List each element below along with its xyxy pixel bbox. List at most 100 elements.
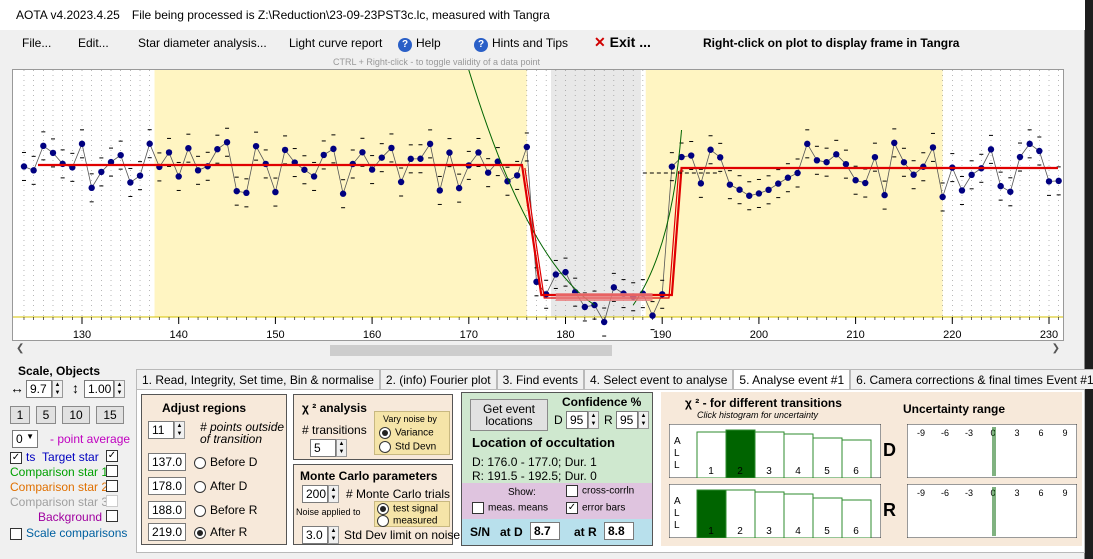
file-title: File being processed is Z:\Reduction\23-…: [131, 8, 550, 22]
histogram-bar: [754, 491, 785, 538]
menu-exit[interactable]: ✕ Exit ...: [594, 34, 651, 51]
after-r-input[interactable]: 219.0: [148, 523, 186, 541]
data-point: [600, 318, 608, 326]
points-outside-input[interactable]: 11: [148, 421, 174, 439]
comp3-checkbox[interactable]: [106, 495, 118, 507]
preset-5-button[interactable]: 5: [36, 406, 56, 424]
trials-spinner[interactable]: ▲ ▼: [328, 485, 339, 503]
sd-limit-spinner[interactable]: ▲ ▼: [328, 526, 339, 544]
data-point: [581, 303, 589, 311]
comp2-checkbox[interactable]: [106, 480, 118, 492]
comp1-label: Comparison star 1: [10, 465, 109, 479]
data-point: [939, 193, 946, 201]
before-r-input[interactable]: 188.0: [148, 501, 186, 519]
sn-label: S/N: [470, 525, 491, 539]
after-d-radio[interactable]: After D: [194, 479, 247, 493]
conf-r-input[interactable]: 95: [616, 411, 638, 429]
test-signal-radio[interactable]: test signal: [377, 503, 438, 515]
tab-read[interactable]: 1. Read, Integrity, Set time, Bin & norm…: [136, 369, 380, 389]
tab-camera-corrections[interactable]: 6. Camera corrections & final times Even…: [850, 369, 1093, 389]
uncertainty-tick-label: -3: [965, 488, 973, 498]
comp1-checkbox[interactable]: [106, 465, 118, 477]
sn-group: S/N at D 8.7 at R 8.8: [462, 519, 652, 545]
transitions-spinner[interactable]: ▲ ▼: [336, 439, 347, 457]
horizontal-scale-input[interactable]: 9.7: [26, 380, 52, 398]
data-point: [475, 149, 482, 156]
points-outside-spinner[interactable]: ▲ ▼: [174, 421, 185, 439]
measured-radio[interactable]: measured: [377, 515, 437, 527]
scroll-thumb[interactable]: [330, 345, 612, 356]
error-bars-checkbox[interactable]: ✓: [566, 502, 578, 514]
stddev-radio[interactable]: Std Devn: [379, 441, 436, 453]
trials-input[interactable]: 200: [302, 485, 328, 503]
menu-light-curve-report[interactable]: Light curve report: [289, 36, 383, 50]
preset-10-button[interactable]: 10: [62, 406, 90, 424]
preset-1-button[interactable]: 1: [10, 406, 30, 424]
event-region: [550, 70, 641, 317]
before-r-radio[interactable]: Before R: [194, 503, 257, 517]
cross-corr-toggle[interactable]: cross-corrln: [566, 485, 634, 497]
conf-d-input[interactable]: 95: [566, 411, 588, 429]
ts-checkbox[interactable]: ✓: [10, 451, 22, 464]
scroll-right-icon[interactable]: ❯: [1051, 343, 1060, 354]
x-tick-label: 190: [653, 329, 671, 341]
meas-means-toggle[interactable]: meas. means: [472, 502, 548, 514]
preset-15-button[interactable]: 15: [96, 406, 124, 424]
menu-file[interactable]: File...: [22, 36, 52, 50]
menu-help[interactable]: ? Help: [398, 36, 441, 52]
tab-fourier[interactable]: 2. (info) Fourier plot: [379, 369, 497, 389]
data-point: [871, 153, 879, 161]
scale-comparisons-checkbox[interactable]: [10, 527, 22, 540]
menu-edit[interactable]: Edit...: [78, 36, 109, 50]
x-tick-label: 200: [750, 329, 768, 341]
vertical-scale-icon: ↕: [72, 380, 79, 396]
tab-analyse-event[interactable]: 5. Analyse event #1: [733, 369, 851, 389]
transitions-input[interactable]: 5: [310, 439, 336, 457]
plot-scrollbar[interactable]: ❮ ❯: [12, 343, 1064, 357]
test-signal-radio-dot: [377, 503, 389, 515]
data-point: [1007, 188, 1014, 195]
histogram-bin-label: 6: [853, 466, 859, 477]
error-bars-toggle[interactable]: ✓ error bars: [566, 502, 625, 514]
scroll-left-icon[interactable]: ❮: [16, 343, 25, 354]
uncertainty-tick-label: -9: [917, 488, 925, 498]
cross-corr-checkbox[interactable]: [566, 485, 578, 497]
show-label: Show:: [508, 487, 536, 498]
data-point: [30, 167, 37, 174]
conf-d-label: D: [554, 413, 563, 427]
after-d-input[interactable]: 178.0: [148, 477, 186, 495]
sd-limit-input[interactable]: 3.0: [302, 526, 328, 544]
tab-find-events[interactable]: 3. Find events: [496, 369, 584, 389]
conf-r-spinner[interactable]: ▲ ▼: [638, 411, 649, 429]
menu-hints[interactable]: ? Hints and Tips: [474, 36, 568, 52]
horizontal-scale-spinner[interactable]: ▲ ▼: [52, 380, 63, 398]
vertical-scale-input[interactable]: 1.00: [84, 380, 114, 398]
after-r-radio[interactable]: After R: [194, 525, 247, 539]
conf-d-spinner[interactable]: ▲ ▼: [588, 411, 599, 429]
scale-comparisons-row[interactable]: Scale comparisons: [10, 526, 127, 540]
tab-select-event[interactable]: 4. Select event to analyse: [583, 369, 734, 389]
data-point: [746, 192, 753, 199]
after-d-label: After D: [210, 479, 248, 493]
target-star-checkbox[interactable]: ✓: [106, 450, 118, 462]
data-point: [900, 159, 908, 166]
light-curve-plot[interactable]: 130 140 150 160 170 180 190 200 210 220 230: [12, 69, 1064, 341]
get-event-locations-button[interactable]: Get event locations: [470, 399, 548, 431]
point-average-select[interactable]: 0 ▼: [12, 430, 38, 448]
uncertainty-tick-label: 9: [1062, 488, 1067, 498]
scale-objects-panel: Scale, Objects ↔ 9.7 ▲ ▼ ↕ 1.00 ▲ ▼ 1 5 10…: [8, 362, 134, 552]
before-d-radio[interactable]: Before D: [194, 455, 257, 469]
menu-star-diameter[interactable]: Star diameter analysis...: [138, 36, 267, 50]
cross-corr-label: cross-corrln: [582, 485, 635, 497]
histogram-bin-label: 5: [824, 526, 830, 537]
before-d-input[interactable]: 137.0: [148, 453, 186, 471]
variance-radio[interactable]: Variance: [379, 427, 434, 439]
data-point: [484, 169, 492, 176]
target-star-row[interactable]: ✓ ts Target star: [10, 450, 99, 464]
meas-means-checkbox[interactable]: [472, 502, 484, 514]
background-checkbox[interactable]: [106, 510, 118, 522]
before-d-label: Before D: [210, 455, 258, 469]
vertical-scale-spinner[interactable]: ▲ ▼: [114, 380, 125, 398]
